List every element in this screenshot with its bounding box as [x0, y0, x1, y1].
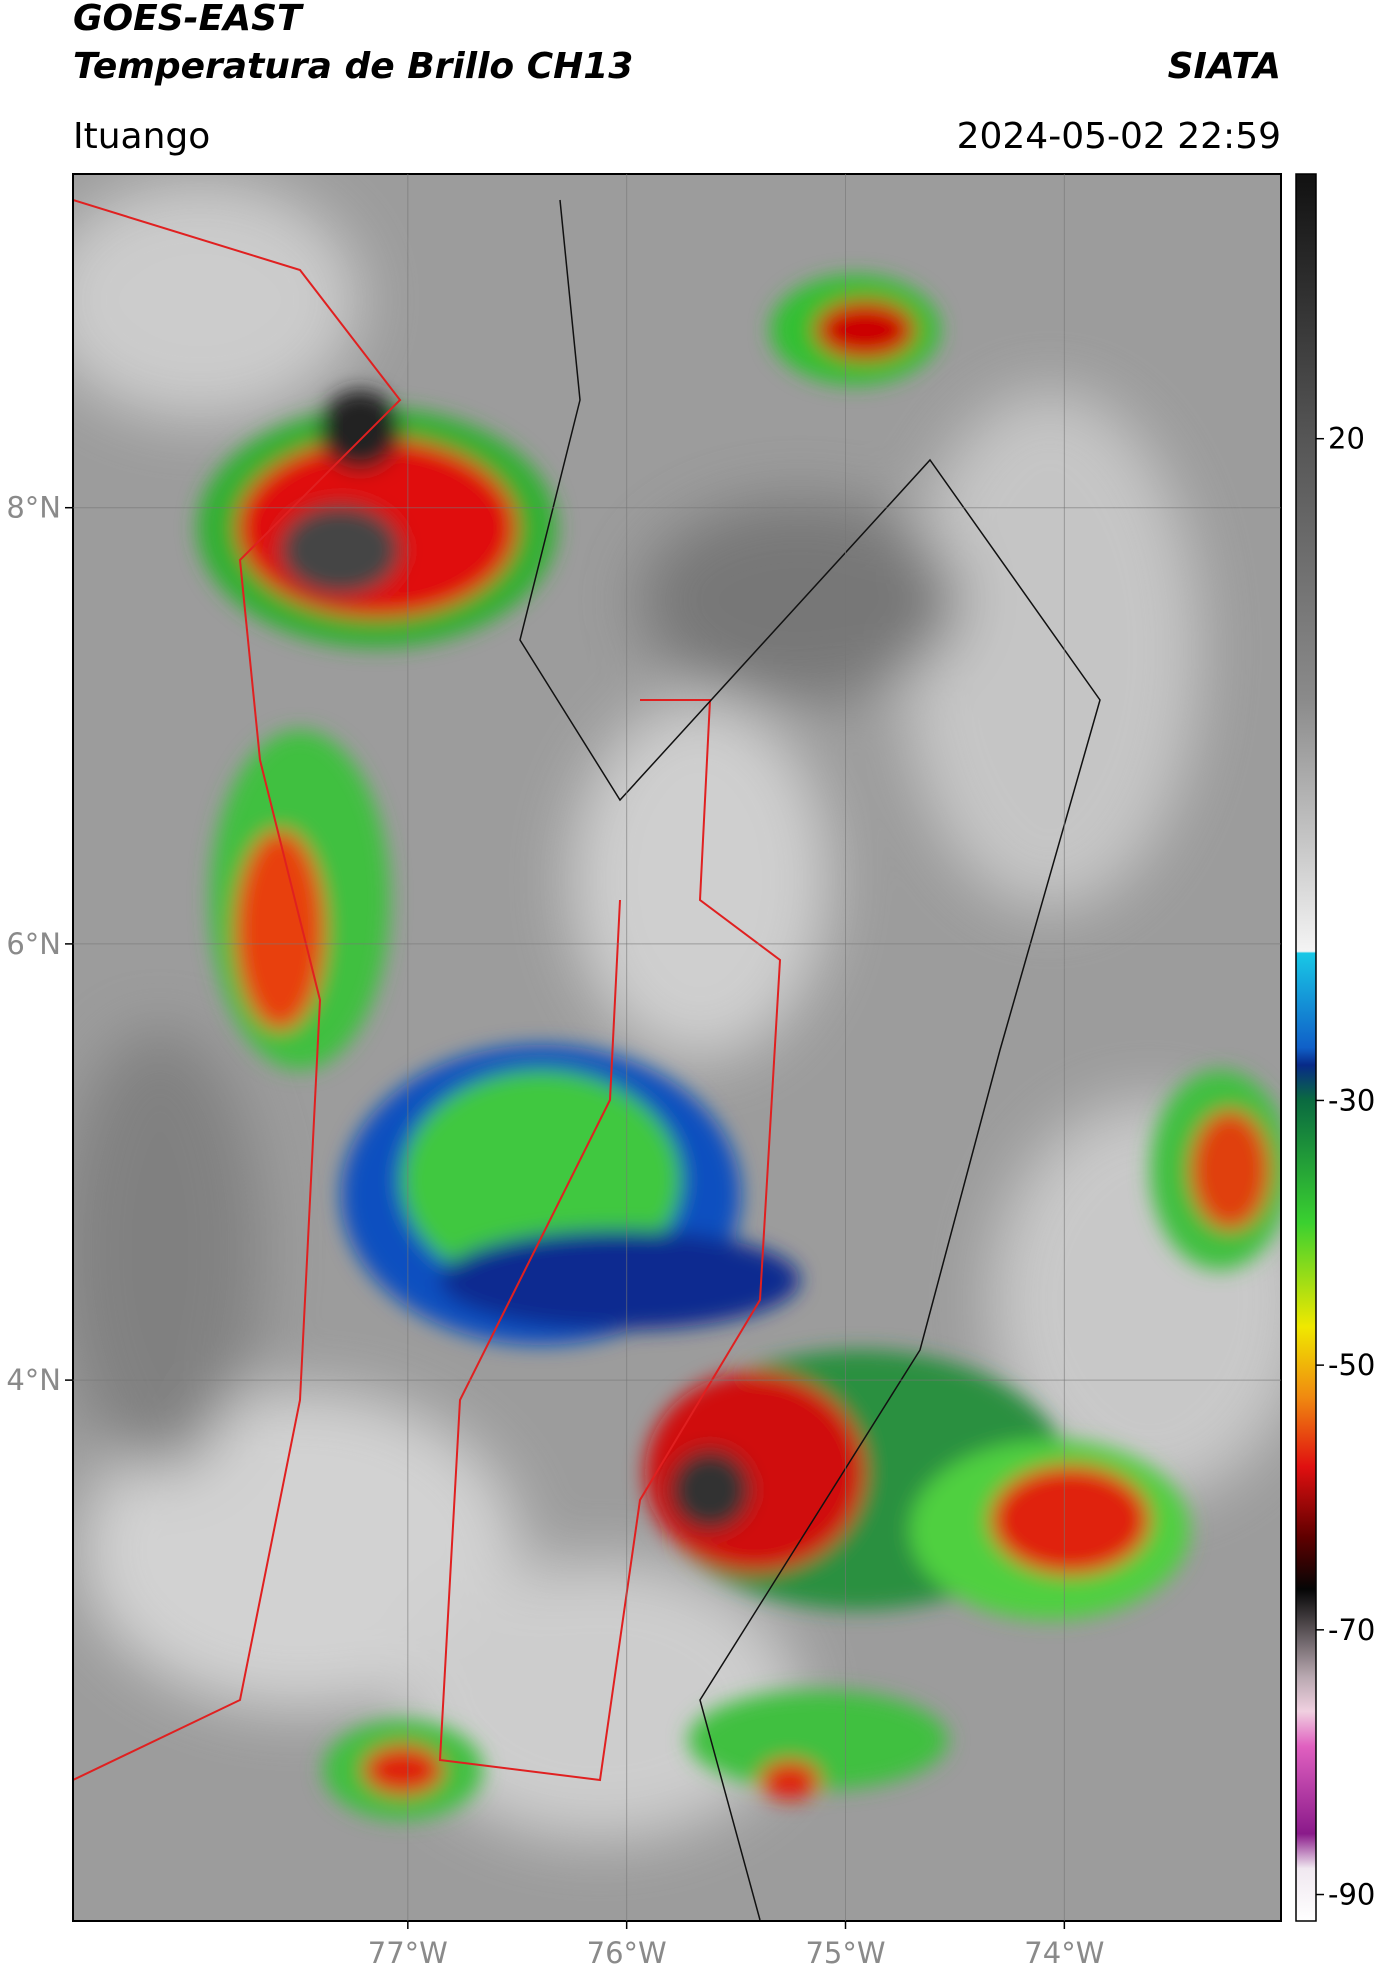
- lat-label: 4°N: [6, 1363, 61, 1397]
- colorbar-label: -50: [1328, 1348, 1375, 1382]
- lon-label: 74°W: [1024, 1936, 1104, 1970]
- lat-label: 8°N: [6, 491, 61, 525]
- source: SIATA: [1168, 46, 1281, 87]
- subtitle: Temperatura de Brillo CH13: [73, 46, 633, 87]
- lon-label: 76°W: [587, 1936, 667, 1970]
- lon-label: 77°W: [368, 1936, 448, 1970]
- colorbar-label: -30: [1328, 1083, 1375, 1117]
- location: Ituango: [73, 116, 210, 157]
- timestamp: 2024-05-02 22:59: [957, 116, 1281, 157]
- colorbar-label: -90: [1328, 1878, 1375, 1912]
- colorbar-label: 20: [1328, 422, 1365, 456]
- title: GOES-EAST: [73, 0, 304, 39]
- colorbar-label: -70: [1328, 1613, 1375, 1647]
- satellite-image: [73, 174, 1281, 1921]
- colorbar: [1295, 173, 1317, 1922]
- map-frame: [72, 173, 1282, 1922]
- lat-label: 6°N: [6, 927, 61, 961]
- lon-label: 75°W: [805, 1936, 885, 1970]
